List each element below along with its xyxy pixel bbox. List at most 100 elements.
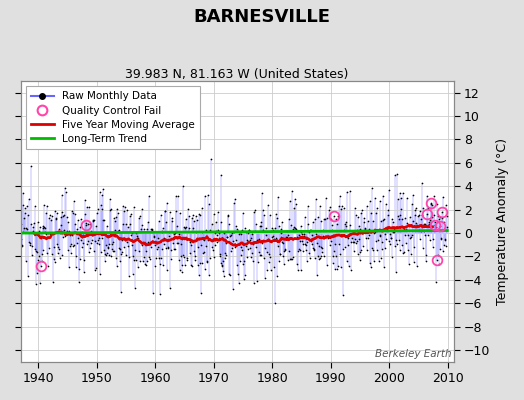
Point	[248, 230, 256, 237]
Point	[85, 204, 93, 210]
Point	[67, 241, 75, 247]
Point	[129, 271, 137, 277]
Point	[330, 213, 338, 219]
Point	[229, 238, 237, 244]
Point	[87, 240, 95, 246]
Point	[339, 232, 347, 239]
Point	[19, 202, 27, 208]
Point	[289, 223, 298, 230]
Point	[442, 243, 451, 250]
Point	[241, 272, 249, 278]
Point	[177, 252, 185, 259]
Point	[204, 237, 213, 244]
Point	[415, 227, 423, 233]
Point	[438, 215, 446, 221]
Point	[315, 243, 323, 249]
Point	[379, 217, 387, 223]
Point	[122, 252, 130, 258]
Point	[140, 226, 149, 232]
Point	[325, 242, 334, 249]
Point	[254, 236, 263, 242]
Point	[294, 232, 303, 238]
Point	[351, 236, 359, 242]
Point	[364, 235, 372, 241]
Point	[58, 252, 67, 258]
Point	[49, 231, 57, 237]
Point	[193, 262, 202, 268]
Point	[91, 267, 100, 274]
Point	[38, 224, 47, 231]
Point	[355, 249, 364, 255]
Point	[148, 239, 157, 245]
Point	[288, 255, 296, 262]
Point	[39, 246, 48, 253]
Point	[273, 215, 281, 221]
Point	[318, 244, 326, 251]
Point	[205, 272, 213, 278]
Point	[200, 248, 208, 255]
Point	[381, 231, 389, 238]
Point	[326, 204, 334, 210]
Point	[60, 227, 69, 233]
Point	[331, 266, 339, 272]
Point	[148, 226, 156, 232]
Point	[83, 204, 91, 210]
Point	[105, 252, 114, 258]
Point	[74, 266, 83, 272]
Point	[151, 263, 159, 270]
Point	[72, 252, 80, 259]
Point	[436, 223, 444, 230]
Point	[62, 230, 71, 236]
Point	[389, 218, 397, 225]
Point	[422, 252, 431, 258]
Point	[398, 216, 407, 222]
Point	[96, 188, 104, 195]
Point	[194, 211, 203, 217]
Point	[300, 231, 308, 237]
Point	[228, 286, 237, 292]
Point	[342, 219, 351, 225]
Point	[154, 243, 162, 250]
Point	[108, 241, 116, 248]
Point	[359, 215, 368, 222]
Point	[320, 216, 329, 222]
Point	[139, 258, 147, 264]
Point	[376, 233, 385, 240]
Point	[372, 210, 380, 216]
Point	[356, 226, 365, 232]
Point	[278, 238, 287, 245]
Point	[343, 188, 352, 195]
Point	[35, 253, 43, 259]
Point	[91, 238, 99, 244]
Point	[209, 236, 217, 242]
Point	[262, 232, 270, 239]
Point	[128, 253, 137, 259]
Point	[267, 267, 276, 274]
Point	[138, 206, 147, 212]
Point	[424, 219, 433, 226]
Point	[281, 245, 289, 252]
Point	[207, 156, 215, 162]
Point	[300, 233, 309, 239]
Point	[439, 194, 447, 200]
Point	[399, 250, 408, 256]
Point	[402, 226, 410, 232]
Point	[330, 248, 339, 254]
Point	[346, 239, 355, 245]
Point	[212, 219, 220, 226]
Point	[443, 224, 452, 230]
Point	[103, 250, 111, 256]
Point	[339, 246, 347, 252]
Point	[249, 280, 258, 286]
Point	[116, 251, 125, 257]
Point	[78, 234, 86, 240]
Point	[26, 242, 35, 248]
Point	[151, 254, 160, 261]
Point	[134, 263, 142, 270]
Point	[61, 185, 69, 191]
Point	[21, 258, 30, 264]
Point	[149, 290, 157, 296]
Point	[290, 205, 298, 212]
Point	[195, 272, 203, 279]
Point	[133, 233, 141, 240]
